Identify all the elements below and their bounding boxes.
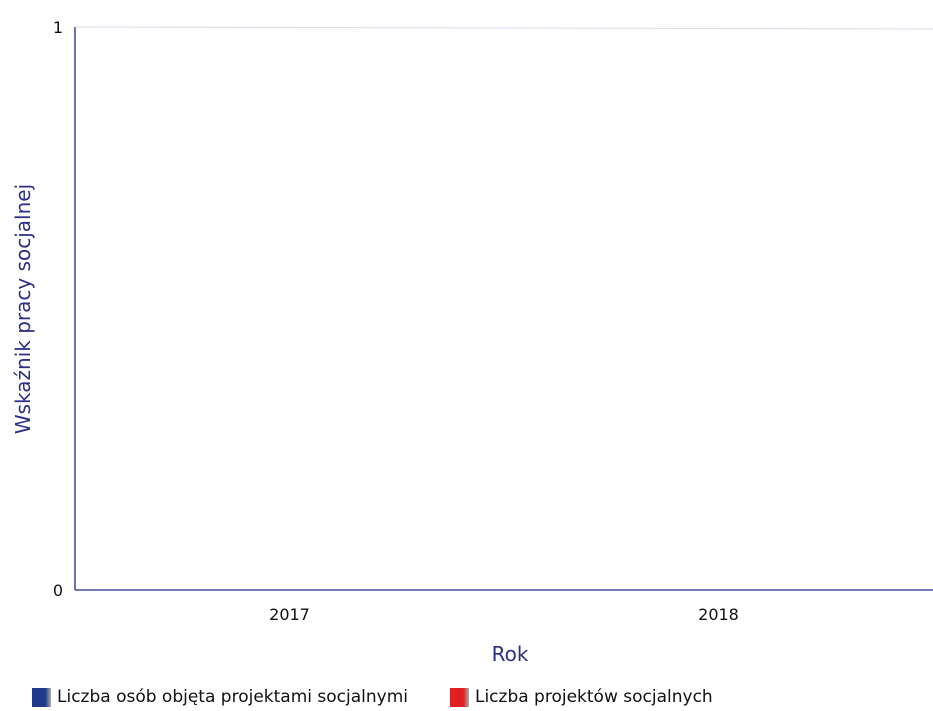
legend-label-people: Liczba osób objęta projektami socjalnymi [57,687,408,707]
legend: Liczba osób objęta projektami socjalnymi… [32,686,755,708]
x-tick-label: 2017 [269,605,310,624]
y-axis-title: Wskaźnik pracy socjalnej [11,184,35,434]
plot-area: 0 1 2017 2018 [53,18,933,624]
legend-item-projects: Liczba projektów socjalnych [449,687,713,707]
y-tick-label: 0 [53,581,63,600]
x-tick-label: 2018 [698,605,739,624]
top-gridline [74,26,933,30]
legend-swatch-people [32,687,51,707]
legend-item-people: Liczba osób objęta projektami socjalnymi [32,687,408,707]
y-tick-label: 1 [53,18,63,37]
legend-swatch-projects [449,687,469,707]
x-axis-title: Rok [492,642,529,666]
legend-label-projects: Liczba projektów socjalnych [474,687,713,707]
